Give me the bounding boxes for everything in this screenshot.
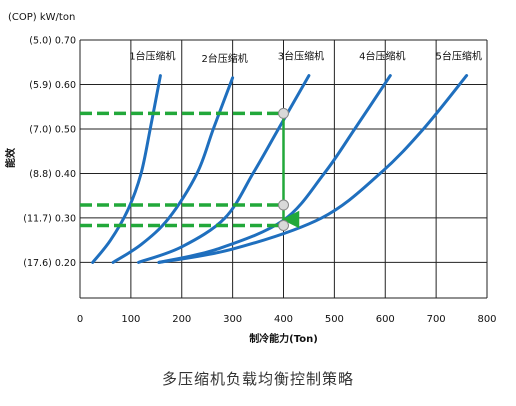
y-tick-label: (7.0) 0.50 [29,124,76,135]
series-label: 5台压缩机 [435,50,481,63]
x-tick-label: 200 [172,314,191,325]
x-tick-label: 0 [77,314,83,325]
curve-1-compressor [91,74,162,264]
guide-marker [278,107,289,119]
guide-marker [278,219,289,231]
y-tick-label: (5.0) 0.70 [29,36,76,47]
x-tick-label: 300 [223,314,242,325]
y-tick-label: (17.6) 0.20 [23,258,76,269]
x-axis-title: 制冷能力(Ton) [249,332,318,345]
x-tick-label: 500 [325,314,344,325]
series-label: 2台压缩机 [201,52,247,65]
x-tick-label: 600 [376,314,395,325]
guide-marker [278,199,289,211]
x-tick-label: 700 [427,314,446,325]
curve-5-compressor [157,74,469,264]
y-tick-label: (8.8) 0.40 [29,169,76,180]
series-label: 4台压缩机 [359,50,405,63]
x-tick-label: 800 [477,314,496,325]
series-label: 3台压缩机 [278,50,324,63]
curve-4-compressor [157,74,392,264]
curve-2-compressor [111,76,235,264]
figure-caption: 多压缩机负载均衡控制策略 [161,370,354,388]
y-tick-label: (11.7) 0.30 [23,213,76,224]
x-tick-label: 100 [121,314,140,325]
curve-3-compressor [137,74,311,264]
efficiency-chart: 0 100 200 300 400 500 600 700 800 (5.0) 0.70 (5.9)… [4,12,497,345]
y-tick-label: (5.9) 0.60 [29,80,76,91]
series-label: 1台压缩机 [129,50,175,63]
y-axis-unit-label: (COP) kW/ton [8,12,75,23]
x-tick-label: 400 [274,314,293,325]
y-axis-title: 能效 [4,147,17,168]
